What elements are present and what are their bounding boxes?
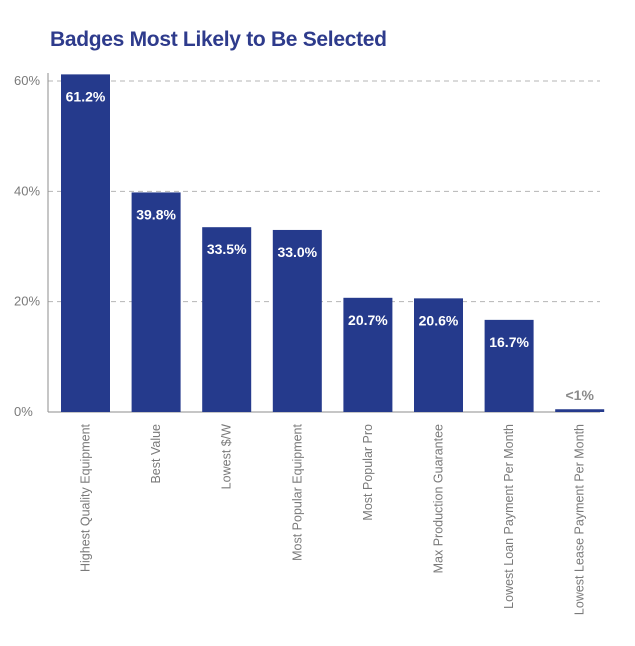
data-label: <1% — [565, 387, 594, 403]
category-label: Most Popular Pro — [361, 424, 375, 521]
data-label: 33.5% — [207, 241, 247, 257]
y-tick-label: 60% — [14, 73, 40, 88]
y-tick-label: 20% — [14, 294, 40, 309]
chart-title: Badges Most Likely to Be Selected — [50, 28, 387, 51]
bar — [343, 297, 393, 412]
data-label: 20.6% — [419, 312, 459, 328]
bar — [414, 298, 463, 412]
bars — [61, 74, 605, 412]
y-tick-label: 40% — [14, 183, 40, 198]
bar — [272, 229, 322, 412]
bar — [555, 409, 605, 412]
category-label: Best Value — [149, 424, 163, 484]
y-tick-label: 0% — [14, 404, 33, 419]
category-label: Most Popular Equipment — [290, 423, 304, 560]
bar — [61, 74, 110, 412]
category-label: Lowest Lease Payment Per Month — [573, 424, 587, 615]
category-label: Highest Quality Equipment — [79, 423, 93, 572]
bar — [484, 319, 534, 412]
data-label: 20.7% — [348, 312, 388, 328]
data-label: 16.7% — [489, 334, 529, 350]
bar — [202, 227, 252, 412]
data-label: 33.0% — [277, 244, 317, 260]
gridlines — [48, 80, 600, 303]
category-label: Lowest $/W — [220, 424, 234, 490]
bar — [131, 192, 181, 412]
category-labels: Highest Quality Equipment Best Value Lowes… — [79, 423, 587, 615]
data-labels: 61.2% 39.8% 33.5% 33.0% 20.7% 20.6% 16.7% <1% — [66, 88, 595, 403]
category-label: Max Production Guarantee — [432, 424, 446, 573]
data-label: 39.8% — [136, 206, 176, 222]
category-label: Lowest Loan Payment Per Month — [502, 424, 516, 609]
data-label: 61.2% — [66, 88, 106, 104]
